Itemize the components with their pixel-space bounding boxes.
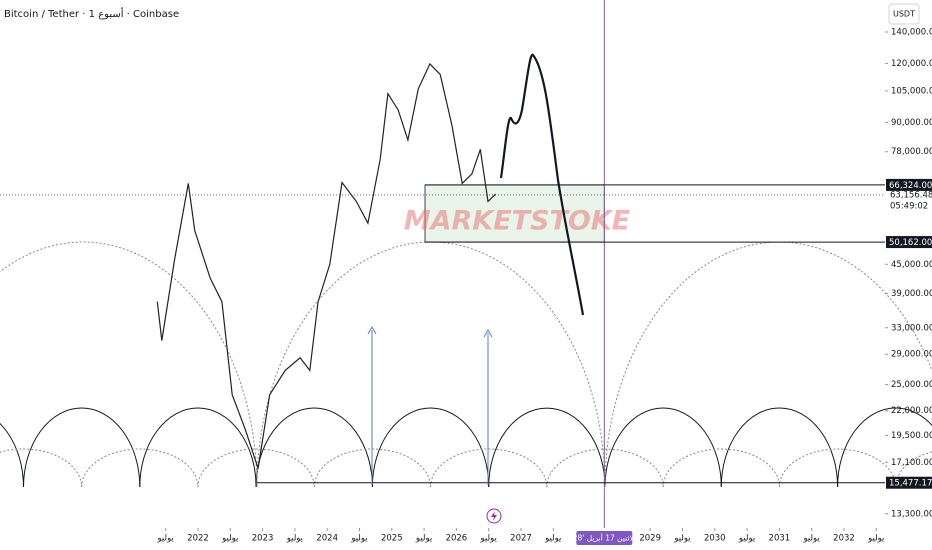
level-label-box <box>886 236 932 249</box>
big-cycle-arc <box>0 241 258 488</box>
chart-title: Bitcoin / Tether · 1 أسبوع · Coinbase <box>4 7 179 20</box>
x-tick-label: 2024 <box>316 534 338 544</box>
y-tick-label: 29,000.00 <box>891 350 932 360</box>
half-cycle-arc <box>895 451 932 488</box>
half-cycle-arc <box>662 448 780 488</box>
y-axis: 140,000.00 120,000.00 105,000.00 90,000.00 7… <box>885 28 932 519</box>
cycle-arc <box>139 407 257 488</box>
x-tick-label: يوليو <box>350 534 368 544</box>
x-tick-label: يوليو <box>803 534 821 544</box>
x-tick-label: 2029 <box>639 534 661 544</box>
x-tick-label: 2031 <box>769 534 791 544</box>
x-tick-label: يوليو <box>544 534 562 544</box>
x-tick-label: 2023 <box>252 534 274 544</box>
x-tick-label: يوليو <box>286 534 304 544</box>
level-label: 66,324.00 <box>889 181 932 191</box>
y-tick-label: 120,000.00 <box>891 59 932 69</box>
arrow-head <box>483 328 493 338</box>
x-tick-label: 2027 <box>510 534 532 544</box>
y-tick-label: 17,100.00 <box>891 458 932 468</box>
level-label: 50,162.00 <box>889 238 932 248</box>
currency[interactable]: USDT <box>893 10 915 19</box>
x-tick-label: 2026 <box>446 534 468 544</box>
x-tick-label: يوليو <box>415 534 433 544</box>
x-tick-label: يوليو <box>221 534 239 544</box>
cursor-date-box <box>576 531 633 545</box>
x-tick-label: يوليو <box>673 534 691 544</box>
x-tick-label: 2030 <box>704 534 726 544</box>
cycle-arc <box>837 407 932 488</box>
y-tick-label: 33,000.00 <box>891 323 932 333</box>
half-cycle-arc <box>430 448 548 488</box>
level-label-box <box>886 476 932 489</box>
half-cycle-arc <box>778 448 897 488</box>
x-axis: يوليو 2022 يوليو 2023 يوليو 2024 يوليو 2025 يولي… <box>157 528 885 545</box>
drawn-projection <box>499 53 585 316</box>
y-tick-label: 39,000.00 <box>891 289 932 299</box>
cursor-date-label: الاثنين 17 أبريل '28 <box>573 533 636 543</box>
level-label-box <box>886 178 932 191</box>
half-cycle-arc <box>81 448 199 488</box>
arrow-head <box>367 325 377 335</box>
x-tick-label: 2032 <box>833 534 855 544</box>
countdown: 05:49:02 <box>890 201 928 211</box>
y-tick-label: 90,000.00 <box>891 118 932 128</box>
y-tick-label: 78,000.00 <box>891 147 932 157</box>
y-tick-label: 140,000.00 <box>891 28 932 38</box>
cycle-arc <box>488 407 606 488</box>
x-tick-label: يوليو <box>480 534 498 544</box>
y-tick-label: 25,000.00 <box>891 380 932 390</box>
y-tick-label: 105,000.00 <box>891 86 932 96</box>
x-tick-label: يوليو <box>738 534 756 544</box>
x-tick-label: 2022 <box>187 534 209 544</box>
big-cycle-arc <box>604 241 932 488</box>
last-price-label: 63,156.48 <box>890 190 932 200</box>
big-cycle-arc <box>256 241 606 488</box>
y-tick-label: 45,000.00 <box>891 260 932 270</box>
level-label: 15,477.17 <box>889 479 932 489</box>
half-cycle-arc <box>546 448 664 488</box>
x-tick-label: يوليو <box>157 534 175 544</box>
cycle-arc <box>0 422 24 488</box>
event-bolt <box>491 511 497 521</box>
y-tick-label: 13,300.00 <box>891 509 932 519</box>
half-cycle-arc <box>0 448 83 488</box>
currency-box[interactable] <box>888 3 920 25</box>
watermark: MARKETSTOKE <box>404 206 631 237</box>
cycle-arc <box>255 407 373 488</box>
price-line <box>156 62 497 469</box>
cycle-arc <box>23 407 141 488</box>
x-tick-label: 2025 <box>381 534 403 544</box>
x-tick-label: يوليو <box>867 534 885 544</box>
y-tick-label: 22,000.00 <box>891 406 932 416</box>
cycle-arc <box>371 407 490 488</box>
y-tick-label: 19,500.00 <box>891 431 932 441</box>
cycle-arc <box>720 407 839 488</box>
half-cycle-arc <box>197 448 315 488</box>
cycle-arc <box>604 407 722 488</box>
